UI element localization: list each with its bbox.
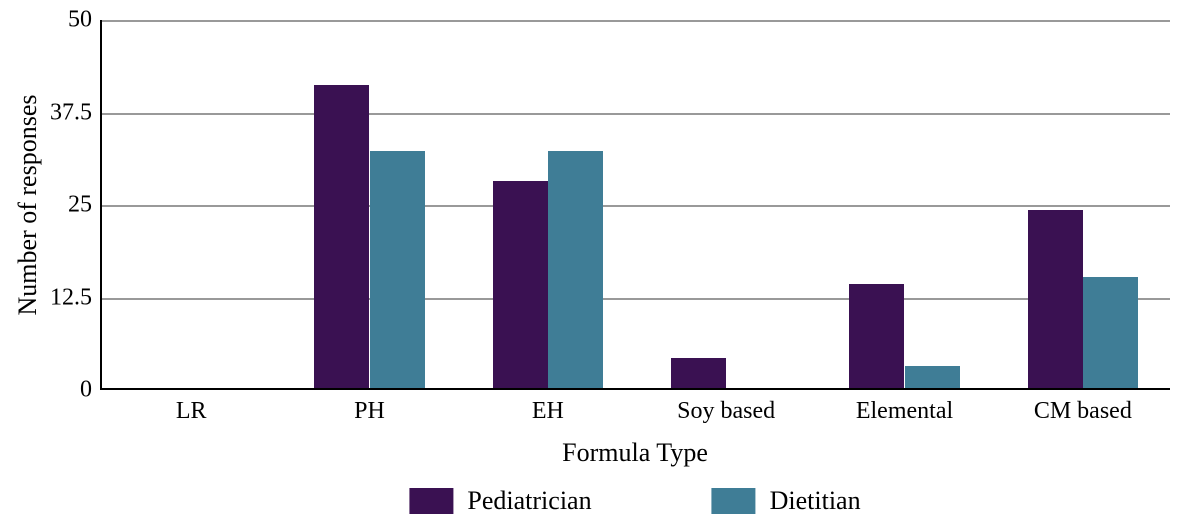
- x-tick-label: Soy based: [677, 388, 775, 425]
- bar: [905, 366, 960, 388]
- gridline: [102, 20, 1170, 22]
- x-tick-label: CM based: [1034, 388, 1132, 425]
- gridline: [102, 113, 1170, 115]
- legend-swatch: [712, 488, 756, 514]
- legend-item: Pediatrician: [409, 486, 591, 516]
- bar: [370, 151, 425, 388]
- y-tick-label: 37.5: [50, 99, 102, 126]
- bar: [314, 85, 369, 388]
- legend: Pediatrician Dietitian: [409, 486, 860, 516]
- y-axis-title: Number of responses: [13, 95, 43, 316]
- legend-label: Pediatrician: [467, 486, 591, 516]
- x-axis-title: Formula Type: [562, 438, 708, 468]
- gridline: [102, 205, 1170, 207]
- y-tick-label: 0: [80, 377, 102, 404]
- legend-item: Dietitian: [712, 486, 861, 516]
- y-tick-label: 50: [68, 7, 102, 34]
- y-tick-label: 25: [68, 192, 102, 219]
- bar: [1083, 277, 1138, 388]
- x-tick-label: Elemental: [856, 388, 953, 425]
- x-tick-label: LR: [176, 388, 207, 425]
- bar: [671, 358, 726, 388]
- bar: [493, 181, 548, 388]
- legend-label: Dietitian: [770, 486, 861, 516]
- bar: [849, 284, 904, 388]
- y-tick-label: 12.5: [50, 284, 102, 311]
- chart-container: 0 12.5 25 37.5 50 LR PH EH Soy based Elemental CM …: [0, 0, 1200, 524]
- bar: [548, 151, 603, 388]
- x-tick-label: EH: [532, 388, 564, 425]
- x-tick-label: PH: [354, 388, 385, 425]
- gridline: [102, 298, 1170, 300]
- plot-area: 012.52537.550LRPHEHSoy basedElementalCM …: [100, 20, 1170, 390]
- legend-swatch: [409, 488, 453, 514]
- bar: [1028, 210, 1083, 388]
